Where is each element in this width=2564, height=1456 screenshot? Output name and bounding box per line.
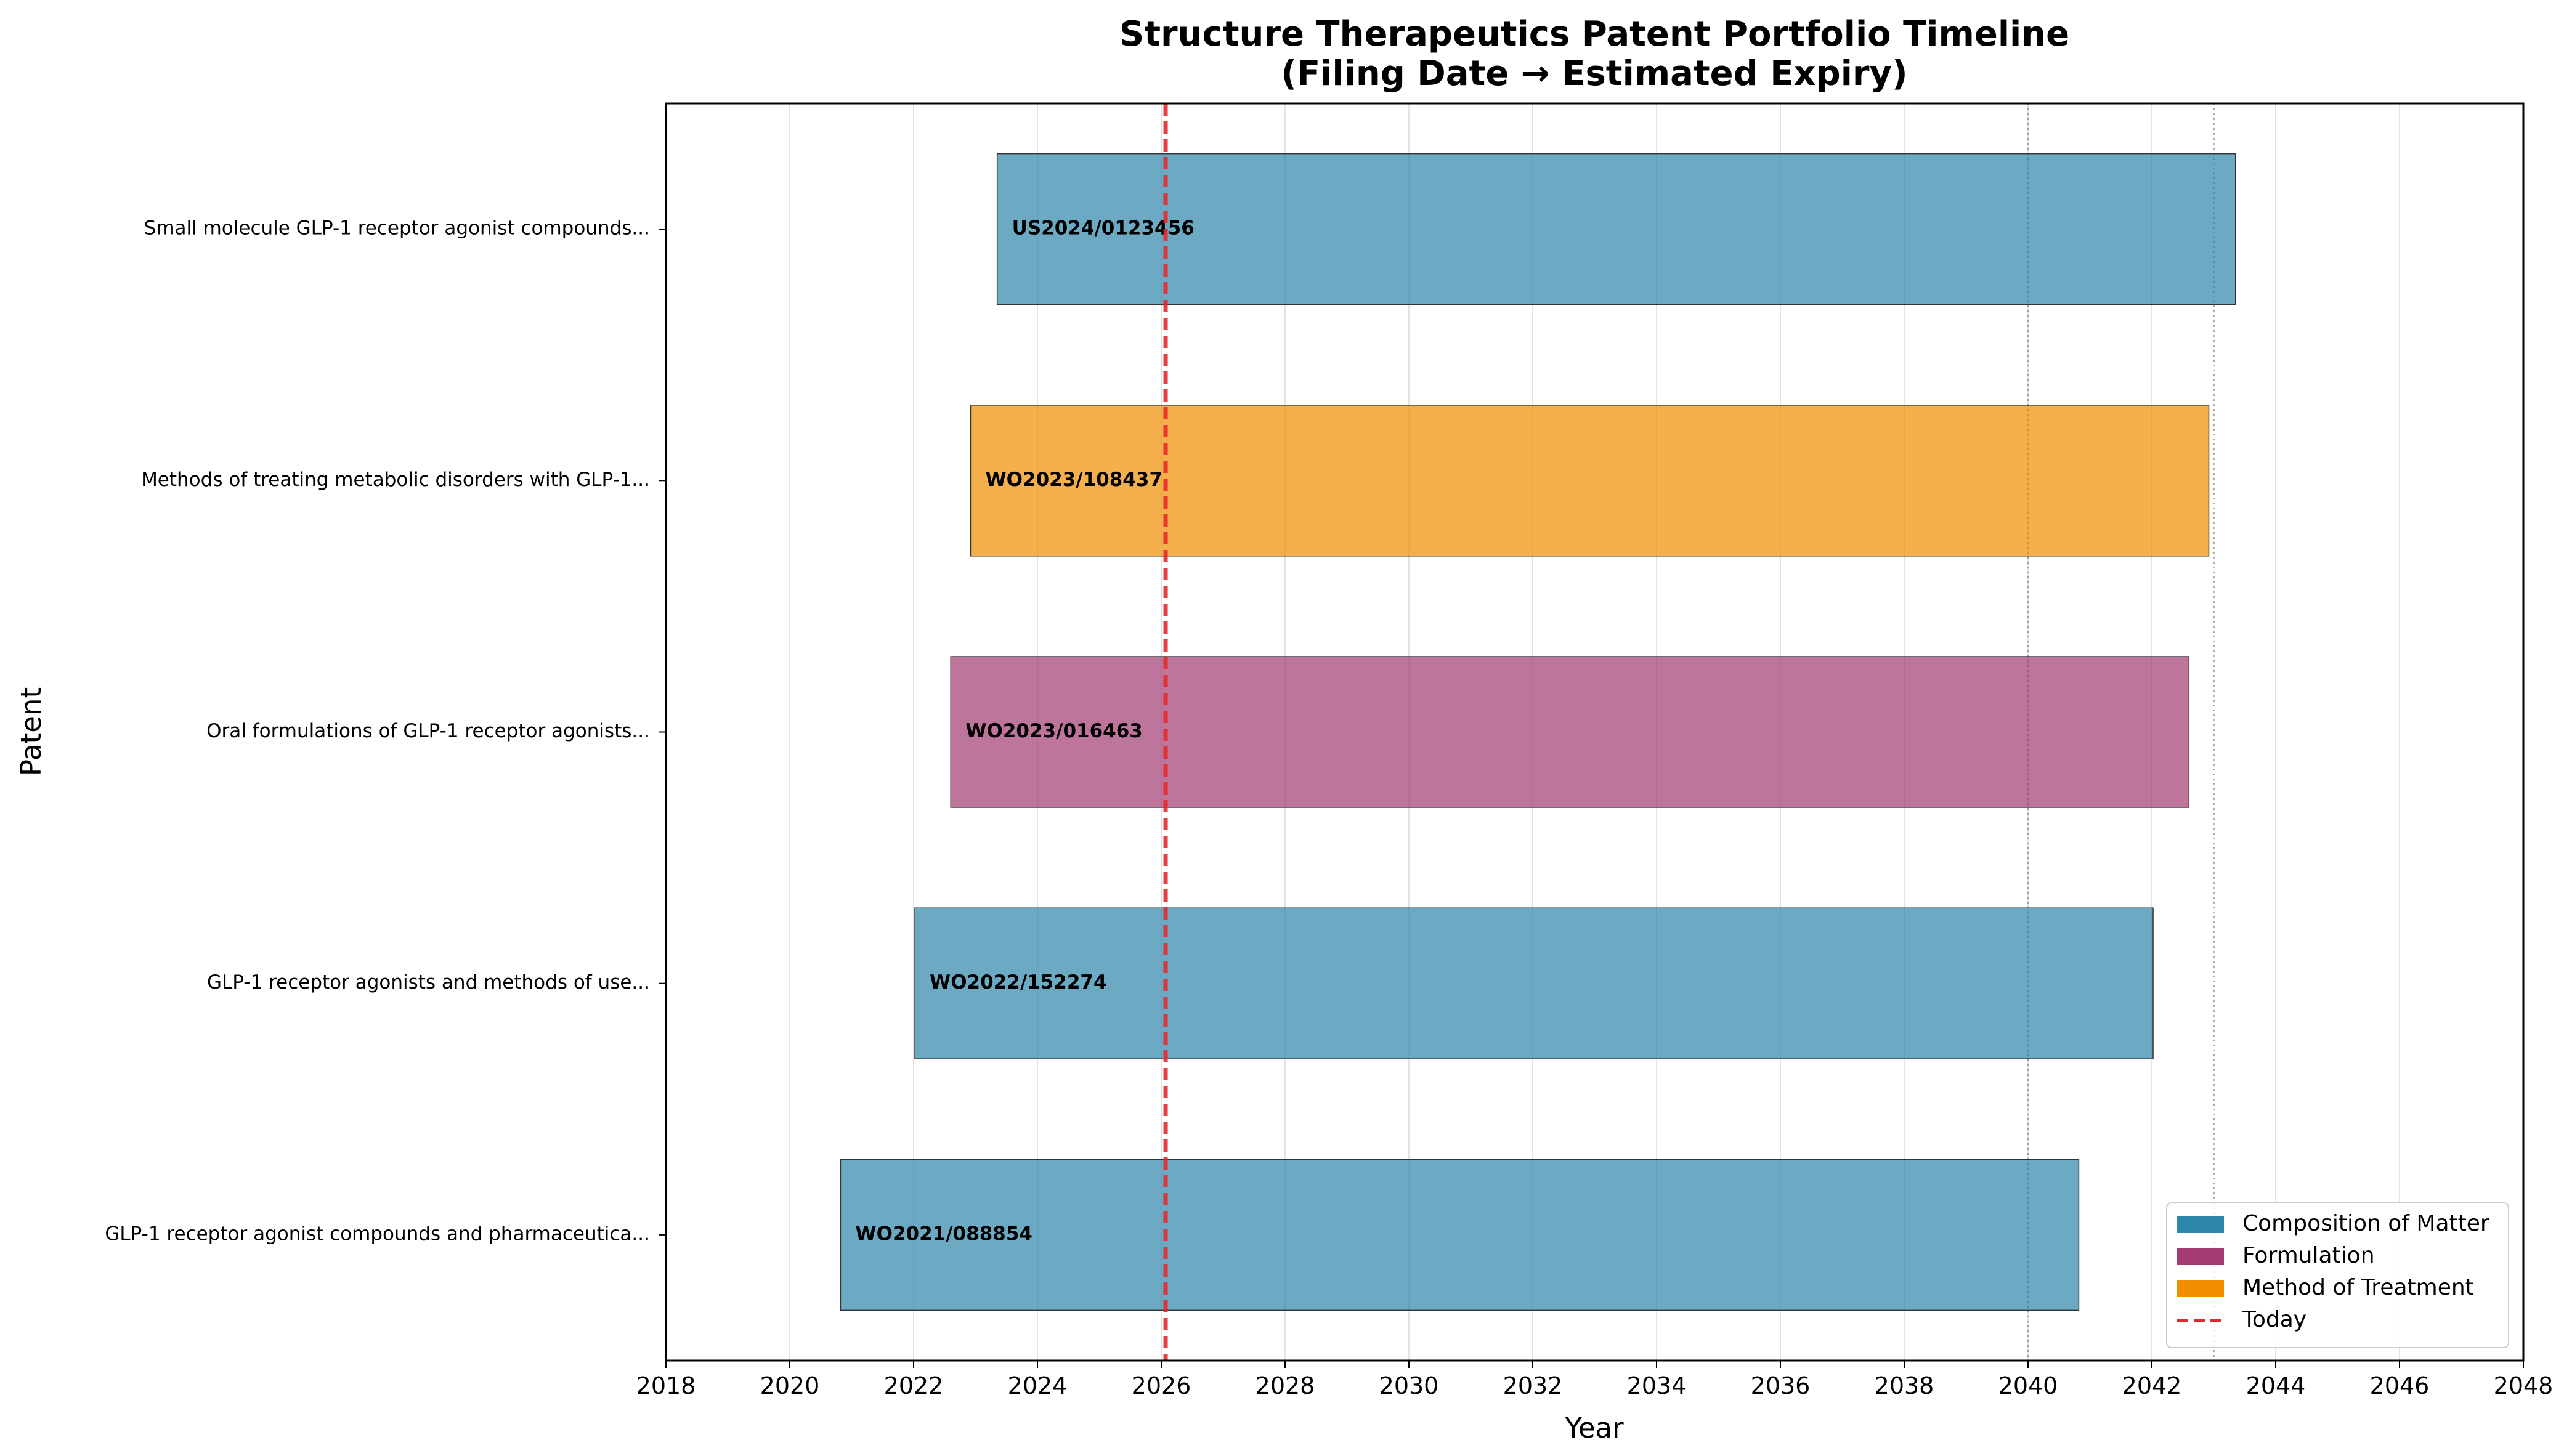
bar-label-WO2023/016463: WO2023/016463	[965, 720, 1143, 742]
x-tick-label-2040: 2040	[1998, 1372, 2058, 1399]
bar-label-WO2023/108437: WO2023/108437	[985, 469, 1162, 491]
legend-frame	[2166, 1202, 2509, 1348]
legend-swatch-2	[2177, 1280, 2224, 1297]
bars: US2024/0123456WO2023/108437WO2023/016463…	[840, 153, 2236, 1311]
legend-label-1: Formulation	[2242, 1243, 2375, 1268]
x-axis-ticks: 2018 2020 2022 2024 2026 2028 2030 2032 2034 2036…	[636, 1361, 2554, 1399]
x-tick-label-2046: 2046	[2370, 1372, 2430, 1399]
legend-swatch-1	[2177, 1248, 2224, 1265]
chart-subtitle: (Filing Date → Estimated Expiry)	[1281, 54, 1907, 94]
x-tick-label-2042: 2042	[2122, 1372, 2182, 1399]
bar-WO2022/152274	[914, 907, 2154, 1059]
x-tick-label-2022: 2022	[884, 1372, 944, 1399]
y-category-label: Methods of treating metabolic disorders …	[141, 469, 650, 491]
x-tick-label-2026: 2026	[1132, 1372, 1191, 1399]
bar-WO2023/016463	[950, 656, 2190, 808]
bar-label-WO2022/152274: WO2022/152274	[930, 971, 1107, 993]
bar-label-WO2021/088854: WO2021/088854	[855, 1223, 1032, 1245]
x-tick-label-2030: 2030	[1379, 1372, 1439, 1399]
x-tick-label-2018: 2018	[636, 1372, 696, 1399]
legend-label-3: Today	[2242, 1307, 2306, 1332]
y-axis-label: Patent	[15, 687, 47, 776]
y-category-label: Oral formulations of GLP-1 receptor agon…	[206, 720, 650, 742]
chart-title: Structure Therapeutics Patent Portfolio …	[1119, 14, 2069, 54]
y-category-label: GLP-1 receptor agonist compounds and pha…	[105, 1223, 650, 1245]
x-tick-label-2044: 2044	[2246, 1372, 2306, 1399]
x-tick-label-2024: 2024	[1008, 1372, 1068, 1399]
x-tick-label-2034: 2034	[1627, 1372, 1687, 1399]
x-tick-label-2038: 2038	[1875, 1372, 1934, 1399]
y-axis-categories: Small molecule GLP-1 receptor agonist co…	[105, 217, 666, 1245]
y-category-label: Small molecule GLP-1 receptor agonist co…	[144, 217, 650, 240]
legend-label-2: Method of Treatment	[2242, 1275, 2474, 1300]
y-category-label: GLP-1 receptor agonists and methods of u…	[207, 971, 650, 993]
x-tick-label-2036: 2036	[1751, 1372, 1811, 1399]
bar-WO2021/088854	[840, 1159, 2080, 1311]
legend-label-0: Composition of Matter	[2242, 1211, 2489, 1236]
legend: Composition of Matter Formulation Method o…	[2166, 1202, 2509, 1348]
legend-swatch-0	[2177, 1216, 2224, 1233]
x-tick-label-2028: 2028	[1256, 1372, 1315, 1399]
x-tick-label-2048: 2048	[2494, 1372, 2554, 1399]
bar-WO2023/108437	[970, 405, 2210, 557]
bar-US2024/0123456	[996, 153, 2236, 305]
x-tick-label-2020: 2020	[760, 1372, 820, 1399]
x-axis-label: Year	[1564, 1412, 1624, 1444]
x-tick-label-2032: 2032	[1503, 1372, 1563, 1399]
